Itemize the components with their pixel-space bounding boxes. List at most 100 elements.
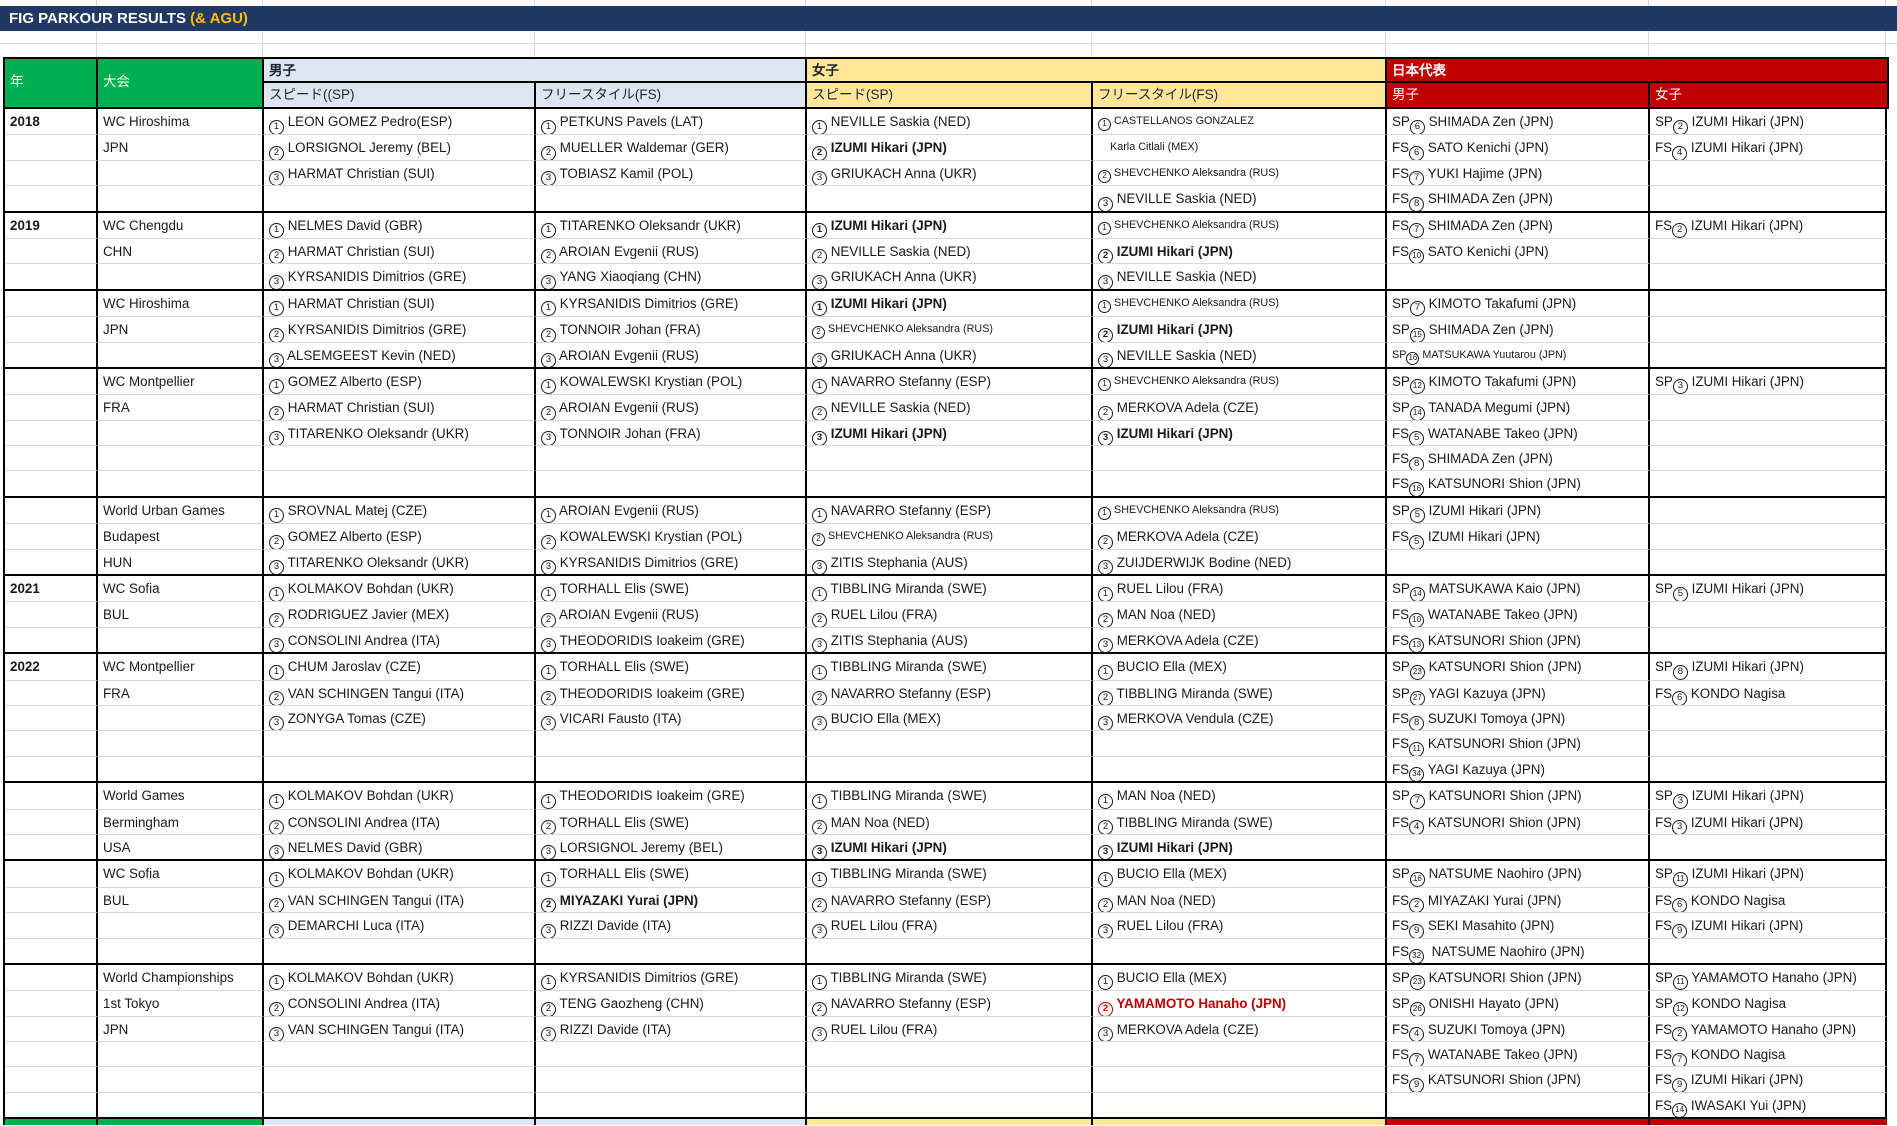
women-freestyle-cell[interactable]: 3 RUEL Lilou (FRA) bbox=[1093, 912, 1387, 938]
event-cell[interactable]: WC Chengdu bbox=[98, 212, 264, 238]
men-freestyle-cell[interactable]: 1 TORHALL Elis (SWE) bbox=[536, 654, 807, 680]
women-speed-cell[interactable]: 3 RUEL Lilou (FRA) bbox=[807, 1015, 1093, 1042]
men-speed-cell[interactable]: 2 HARMAT Christian (SUI) bbox=[264, 237, 536, 264]
japan-women-cell[interactable]: SP 2 IZUMI Hikari (JPN) bbox=[1650, 109, 1887, 135]
men-freestyle-cell[interactable] bbox=[536, 1091, 807, 1118]
women-speed-cell[interactable] bbox=[807, 755, 1093, 782]
japan-men-cell[interactable]: SP 7 KATSUNORI Shion (JPN) bbox=[1387, 783, 1650, 809]
men-speed-cell[interactable]: 2 LORSIGNOL Jeremy (BEL) bbox=[264, 134, 536, 160]
women-speed-cell[interactable]: 1 TIBBLING Miranda (SWE) bbox=[807, 654, 1093, 680]
women-freestyle-cell[interactable]: 3 IZUMI Hikari (JPN) bbox=[1093, 833, 1387, 860]
japan-men-cell[interactable] bbox=[1387, 263, 1650, 289]
japan-men-cell[interactable]: SP 26 ONISHI Hayato (JPN) bbox=[1387, 990, 1650, 1016]
men-speed-cell[interactable]: 3 VAN SCHINGEN Tangui (ITA) bbox=[264, 1015, 536, 1042]
header-women-speed[interactable]: スピード(SP) bbox=[807, 83, 1093, 107]
men-freestyle-cell[interactable]: 3 THEODORIDIS Ioakeim (GRE) bbox=[536, 626, 807, 653]
japan-men-cell[interactable]: SP 7 KIMOTO Takafumi (JPN) bbox=[1387, 290, 1650, 317]
japan-women-cell[interactable] bbox=[1650, 523, 1887, 549]
japan-women-cell[interactable]: SP 8 IZUMI Hikari (JPN) bbox=[1650, 654, 1887, 680]
women-speed-cell[interactable] bbox=[807, 1091, 1093, 1118]
year-cell[interactable] bbox=[5, 861, 98, 887]
women-freestyle-cell[interactable] bbox=[1093, 470, 1387, 496]
japan-men-cell[interactable]: FS 9 SEKI Masahito (JPN) bbox=[1387, 912, 1650, 938]
year-cell[interactable] bbox=[5, 937, 98, 963]
women-freestyle-cell[interactable]: 1 BUCIO Ella (MEX) bbox=[1093, 654, 1387, 680]
japan-men-cell[interactable]: FS 11 KATSUNORI Shion (JPN) bbox=[1387, 730, 1650, 756]
men-speed-cell[interactable] bbox=[264, 755, 536, 782]
women-freestyle-cell[interactable]: 2 MAN Noa (NED) bbox=[1093, 886, 1387, 913]
women-speed-cell[interactable]: 2 NEVILLE Saskia (NED) bbox=[807, 394, 1093, 420]
men-freestyle-cell[interactable] bbox=[536, 1066, 807, 1092]
japan-women-cell[interactable] bbox=[1650, 419, 1887, 446]
year-cell[interactable] bbox=[5, 470, 98, 496]
men-speed-cell[interactable]: 1 KOLMAKOV Bohdan (UKR) bbox=[264, 861, 536, 887]
men-speed-cell[interactable]: 3 TITARENKO Oleksandr (UKR) bbox=[264, 548, 536, 575]
year-cell[interactable] bbox=[5, 783, 98, 809]
japan-women-cell[interactable]: SP 3 IZUMI Hikari (JPN) bbox=[1650, 368, 1887, 395]
year-cell[interactable] bbox=[5, 808, 98, 834]
year-cell[interactable] bbox=[5, 523, 98, 549]
women-freestyle-cell[interactable]: 3 MERKOVA Vendula (CZE) bbox=[1093, 704, 1387, 731]
women-speed-cell[interactable]: 3 GRIUKACH Anna (UKR) bbox=[807, 341, 1093, 367]
women-freestyle-cell[interactable]: 3 NEVILLE Saskia (NED) bbox=[1093, 185, 1387, 211]
women-speed-cell[interactable]: 3 GRIUKACH Anna (UKR) bbox=[807, 159, 1093, 186]
japan-men-cell[interactable]: SP 5 IZUMI Hikari (JPN) bbox=[1387, 497, 1650, 524]
women-speed-cell[interactable] bbox=[807, 1066, 1093, 1092]
header-year[interactable]: 年 bbox=[5, 59, 98, 107]
japan-men-cell[interactable]: SP 14 TANADA Megumi (JPN) bbox=[1387, 394, 1650, 420]
event-cell[interactable]: CHN bbox=[98, 237, 264, 264]
women-speed-cell[interactable]: 2 NEVILLE Saskia (NED) bbox=[807, 237, 1093, 264]
header-women-freestyle[interactable]: フリースタイル(FS) bbox=[1093, 83, 1387, 107]
japan-men-cell[interactable]: FS 5 IZUMI Hikari (JPN) bbox=[1387, 523, 1650, 549]
japan-men-cell[interactable]: FS 9 KATSUNORI Shion (JPN) bbox=[1387, 1066, 1650, 1092]
japan-men-cell[interactable]: SP 15 SHIMADA Zen (JPN) bbox=[1387, 316, 1650, 342]
year-cell[interactable]: 2018 bbox=[5, 109, 98, 135]
japan-men-cell[interactable] bbox=[1387, 833, 1650, 860]
men-speed-cell[interactable] bbox=[264, 1066, 536, 1092]
year-cell[interactable] bbox=[5, 1041, 98, 1067]
event-cell[interactable] bbox=[98, 937, 264, 963]
women-freestyle-cell[interactable]: 3 MERKOVA Adela (CZE) bbox=[1093, 1015, 1387, 1042]
men-freestyle-cell[interactable]: 3 TOBIASZ Kamil (POL) bbox=[536, 159, 807, 186]
men-speed-cell[interactable]: 1 LEON GOMEZ Pedro(ESP) bbox=[264, 109, 536, 135]
women-speed-cell[interactable]: 3 ZITIS Stephania (AUS) bbox=[807, 626, 1093, 653]
women-speed-cell[interactable]: 1 IZUMI Hikari (JPN) bbox=[807, 290, 1093, 317]
men-freestyle-cell[interactable]: 1 KOWALEWSKI Krystian (POL) bbox=[536, 368, 807, 395]
header-women[interactable]: 女子 bbox=[807, 59, 1387, 83]
event-cell[interactable] bbox=[98, 263, 264, 289]
women-freestyle-cell[interactable] bbox=[1093, 755, 1387, 782]
men-speed-cell[interactable]: 2 CONSOLINI Andrea (ITA) bbox=[264, 808, 536, 834]
men-freestyle-cell[interactable]: 3 YANG Xiaoqiang (CHN) bbox=[536, 263, 807, 289]
year-cell[interactable] bbox=[5, 964, 98, 991]
japan-women-cell[interactable]: FS 6 KONDO Nagisa bbox=[1650, 679, 1887, 705]
men-speed-cell[interactable] bbox=[264, 937, 536, 963]
men-speed-cell[interactable]: 3 KYRSANIDIS Dimitrios (GRE) bbox=[264, 263, 536, 289]
women-freestyle-cell[interactable]: 3 NEVILLE Saskia (NED) bbox=[1093, 263, 1387, 289]
women-freestyle-cell[interactable] bbox=[1093, 445, 1387, 471]
japan-men-cell[interactable]: FS 8 SUZUKI Tomoya (JPN) bbox=[1387, 704, 1650, 731]
year-cell[interactable] bbox=[5, 990, 98, 1016]
women-freestyle-cell[interactable]: 1 BUCIO Ella (MEX) bbox=[1093, 964, 1387, 991]
women-speed-cell[interactable]: 2 NAVARRO Stefanny (ESP) bbox=[807, 679, 1093, 705]
men-freestyle-cell[interactable]: 1 TORHALL Elis (SWE) bbox=[536, 576, 807, 602]
men-speed-cell[interactable] bbox=[264, 1041, 536, 1067]
japan-women-cell[interactable]: SP 11 IZUMI Hikari (JPN) bbox=[1650, 861, 1887, 887]
japan-women-cell[interactable] bbox=[1650, 497, 1887, 524]
japan-women-cell[interactable] bbox=[1650, 159, 1887, 186]
header-japan-men[interactable]: 男子 bbox=[1387, 83, 1650, 107]
year-cell[interactable] bbox=[5, 730, 98, 756]
women-speed-cell[interactable]: 2 RUEL Lilou (FRA) bbox=[807, 601, 1093, 627]
women-freestyle-cell[interactable]: 2 SHEVCHENKO Aleksandra (RUS) bbox=[1093, 159, 1387, 186]
event-cell[interactable]: FRA bbox=[98, 679, 264, 705]
women-speed-cell[interactable]: 2 NAVARRO Stefanny (ESP) bbox=[807, 886, 1093, 913]
men-freestyle-cell[interactable]: 2 KOWALEWSKI Krystian (POL) bbox=[536, 523, 807, 549]
women-freestyle-cell[interactable] bbox=[1093, 1066, 1387, 1092]
japan-men-cell[interactable]: FS 7 SHIMADA Zen (JPN) bbox=[1387, 212, 1650, 238]
japan-women-cell[interactable]: FS 7 KONDO Nagisa bbox=[1650, 1041, 1887, 1067]
women-freestyle-cell[interactable]: 2 MAN Noa (NED) bbox=[1093, 601, 1387, 627]
japan-men-cell[interactable]: FS 4 KATSUNORI Shion (JPN) bbox=[1387, 808, 1650, 834]
men-speed-cell[interactable]: 1 HARMAT Christian (SUI) bbox=[264, 290, 536, 317]
women-speed-cell[interactable]: 1 TIBBLING Miranda (SWE) bbox=[807, 576, 1093, 602]
title-bar[interactable]: FIG PARKOUR RESULTS (& AGU) bbox=[0, 6, 1897, 31]
men-speed-cell[interactable] bbox=[264, 185, 536, 211]
